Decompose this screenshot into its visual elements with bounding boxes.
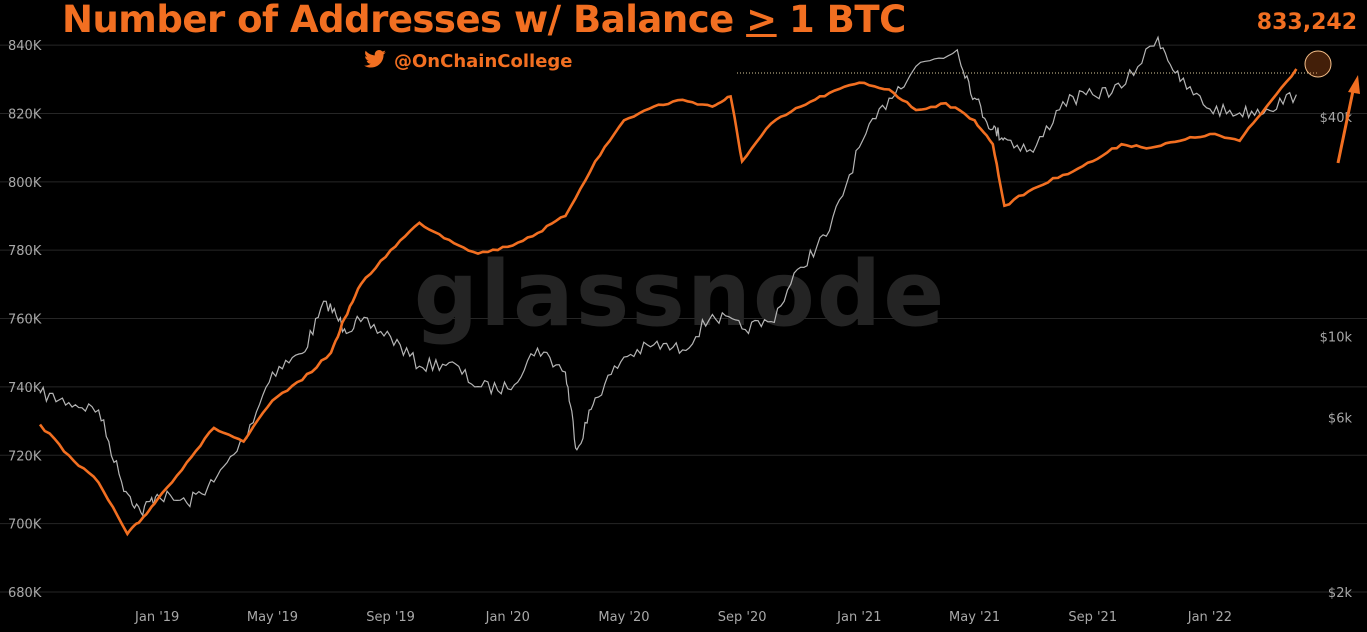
right-tick-label: $6k (1328, 412, 1353, 427)
left-tick-label: 720K (8, 449, 42, 464)
series-line-price (39, 35, 1297, 517)
left-tick-label: 820K (8, 107, 42, 122)
latest-value-label: 833,242 (1256, 10, 1357, 35)
x-tick-label: May '19 (247, 610, 298, 625)
twitter-bird-icon (364, 50, 386, 73)
left-axis: 680K 700K 720K 740K 760K 780K 800K 820K 840K (8, 39, 42, 601)
right-tick-label: $2k (1328, 586, 1353, 601)
right-tick-label: $10k (1320, 331, 1353, 346)
right-tick-label: $40k (1320, 111, 1353, 126)
series-line-addresses (38, 68, 1298, 537)
left-tick-label: 800K (8, 176, 42, 191)
x-tick-label: Jan '21 (836, 610, 881, 625)
title-suffix: 1 BTC (776, 0, 906, 41)
title-prefix: Number of Addresses w/ Balance (62, 0, 747, 41)
left-tick-label: 780K (8, 244, 42, 259)
x-tick-label: Jan '19 (134, 610, 179, 625)
x-tick-label: Sep '19 (366, 610, 415, 625)
twitter-handle[interactable]: @OnChainCollege (364, 50, 573, 73)
x-tick-label: Sep '20 (718, 610, 767, 625)
chart-title: Number of Addresses w/ Balance > 1 BTC (62, 0, 906, 41)
left-tick-label: 700K (8, 518, 42, 533)
grid-lines (0, 44, 1367, 593)
watermark-logo: glassnode (414, 242, 947, 347)
left-tick-label: 680K (8, 586, 42, 601)
x-tick-label: May '20 (598, 610, 649, 625)
left-tick-label: 740K (8, 381, 42, 396)
title-ge-symbol: > (746, 0, 777, 41)
x-tick-label: Jan '20 (485, 610, 530, 625)
left-tick-label: 760K (8, 313, 42, 328)
x-tick-label: Sep '21 (1068, 610, 1117, 625)
right-axis: $2k $6k $10k $40k (1320, 111, 1353, 601)
x-axis: Jan '19 May '19 Sep '19 Jan '20 May '20 Sep '… (134, 610, 1232, 625)
twitter-handle-label: @OnChainCollege (394, 51, 573, 72)
x-tick-label: May '21 (949, 610, 1000, 625)
highlight-circle (1304, 50, 1332, 78)
x-tick-label: Jan '22 (1187, 610, 1232, 625)
up-arrow-icon (1336, 75, 1360, 164)
left-tick-label: 840K (8, 39, 42, 54)
